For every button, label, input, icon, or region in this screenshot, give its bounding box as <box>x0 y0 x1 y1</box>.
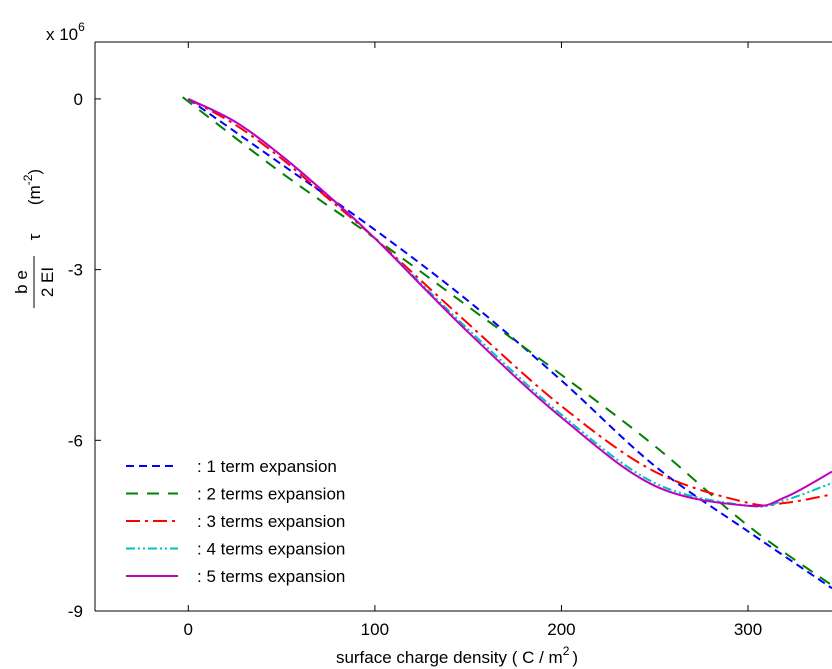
legend-label-2: : 2 terms expansion <box>197 485 345 504</box>
series-line-5 <box>187 98 832 508</box>
y-tick-label: -9 <box>68 602 83 621</box>
series-line-1 <box>187 98 832 590</box>
y-multiplier: x 106 <box>46 20 85 44</box>
x-tick-label: 0 <box>184 620 193 639</box>
y-axis-title: b e 2 EI τ (m-2) <box>12 169 57 308</box>
y-axis-symbol: τ <box>25 233 44 240</box>
x-axis-title: surface charge density ( C / m2) <box>336 644 578 667</box>
x-tick-label: 200 <box>547 620 575 639</box>
axes: 0 100 200 300 0 -3 -6 -9 <box>68 41 832 639</box>
x-tick-label: 300 <box>734 620 762 639</box>
y-tick-label: -3 <box>68 261 83 280</box>
axis-labels: x 106 surface charge density ( C / m2) b… <box>12 20 578 667</box>
y-axis-fraction-denominator: 2 EI <box>38 267 57 297</box>
y-tick-label: -6 <box>68 431 83 450</box>
y-tick-label: 0 <box>74 90 83 109</box>
y-axis-fraction-numerator: b e <box>12 270 31 294</box>
legend: : 1 term expansion : 2 terms expansion : 3… <box>126 457 345 586</box>
legend-label-3: : 3 terms expansion <box>197 512 345 531</box>
x-tick-label: 100 <box>361 620 389 639</box>
y-axis-unit: (m-2) <box>21 169 44 205</box>
legend-label-4: : 4 terms expansion <box>197 540 345 559</box>
legend-label-1: : 1 term expansion <box>197 457 337 476</box>
series-line-2 <box>182 96 832 587</box>
series-lines <box>182 96 832 590</box>
series-line-3 <box>187 98 832 507</box>
legend-label-5: : 5 terms expansion <box>197 567 345 586</box>
